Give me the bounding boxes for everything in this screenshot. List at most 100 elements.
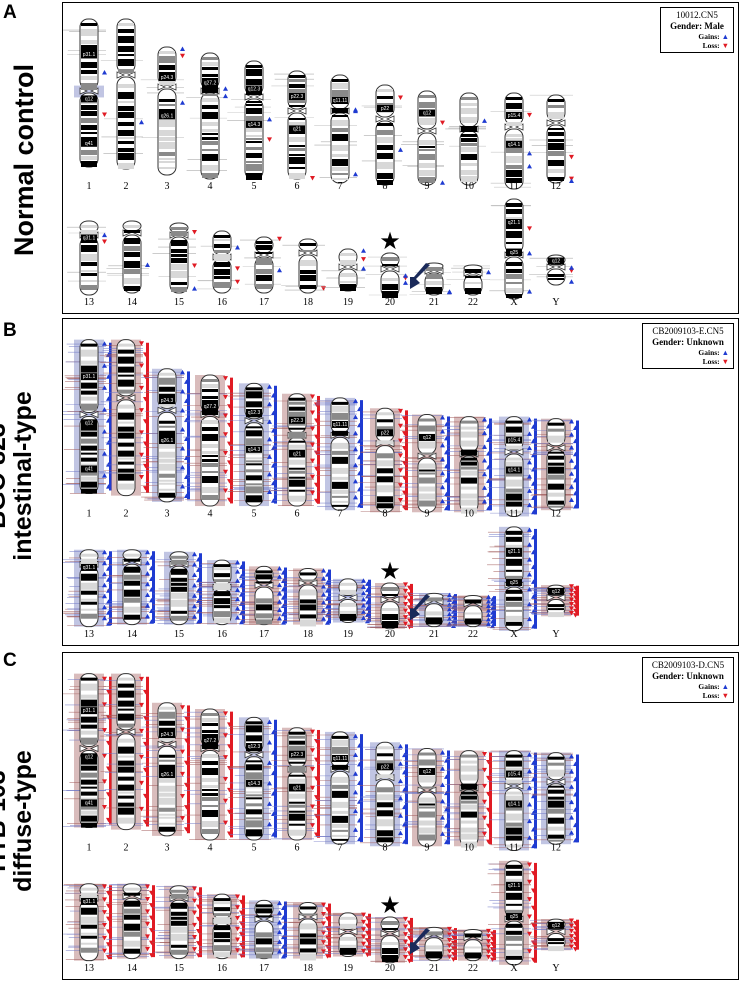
chromosome-22: 22	[446, 264, 491, 308]
legend-loss-row: Loss: ▼	[647, 691, 729, 700]
chromosome-number: 13	[84, 297, 94, 308]
chromosome-number: 14	[127, 297, 137, 308]
chromosome-7: q11.11 7	[313, 397, 363, 519]
chromosome-number: 18	[303, 963, 313, 974]
panel-b-legend: CB2009103-E.CN5 Gender: Unknown Gains: ▲…	[642, 323, 734, 369]
band-label: p22.3	[291, 94, 304, 100]
chromosome-6: p22.3 q21 6	[270, 727, 320, 853]
chromosome-16: 16	[195, 559, 245, 640]
chromosome-number: 20	[385, 629, 395, 640]
panel-b-frame: p31.1 q12 q41 1 2 p24.3 q26.1 3 q27.2 4 q12.3 q14.3…	[62, 318, 739, 646]
chromosome-11: p15.4 q14.1 11	[487, 416, 537, 519]
legend-loss-label: Loss:	[702, 357, 720, 366]
chromosome-number: 16	[217, 297, 227, 308]
panel-c-legend: CB2009103-D.CN5 Gender: Unknown Gains: ▲…	[642, 657, 734, 703]
chromosome-number: 3	[165, 508, 170, 519]
chromosome-14: 14	[105, 549, 155, 640]
chromosome-number: 6	[295, 181, 300, 192]
chromosome-21: 21	[408, 262, 452, 308]
band-label: q11.11	[333, 98, 348, 104]
chromosome-number: 17	[259, 629, 269, 640]
chromosome-number: 2	[124, 842, 129, 853]
chromosome-number: 5	[252, 842, 257, 853]
legend-file: CB2009103-E.CN5	[652, 326, 724, 336]
chromosome-1: p31.1 q12 q41 1	[63, 673, 112, 853]
chromosome-number: 14	[127, 963, 137, 974]
chromosome-12: 12	[529, 94, 574, 192]
band-label: p22	[381, 106, 390, 112]
chromosome-number: 11	[509, 842, 519, 853]
band-label: q14.1	[508, 802, 521, 808]
chromosome-14: 14	[105, 883, 155, 974]
chromosome-number: 22	[468, 963, 478, 974]
chromosome-20: 20	[363, 916, 413, 974]
chromosome-number: 14	[127, 629, 137, 640]
band-label: q21.1	[508, 220, 521, 226]
chromosome-number: 15	[174, 629, 184, 640]
band-label: q25	[510, 250, 519, 256]
legend-gains-row: Gains: ▲	[665, 32, 729, 41]
chromosome-number: 10	[464, 508, 474, 519]
band-label: q11.11	[333, 756, 348, 762]
star-marker-icon: ★	[379, 893, 401, 919]
band-label: q26.1	[161, 113, 174, 119]
chromosome-number: Y	[552, 963, 559, 974]
band-label: q12	[423, 111, 432, 117]
chromosome-number: 2	[124, 181, 129, 192]
band-label: q11.11	[333, 422, 348, 428]
chromosome-number: 4	[208, 508, 213, 519]
chromosome-Y: q12 Y	[529, 584, 579, 640]
chromosome-number: 7	[338, 508, 343, 519]
band-label: q41	[85, 466, 94, 472]
chromosome-12: 12	[529, 752, 579, 853]
band-label: q31.1	[83, 565, 96, 571]
chromosome-6: p22.3 q21 6	[270, 393, 320, 519]
chromosome-number: 8	[383, 181, 388, 192]
chromosome-number: 11	[509, 181, 519, 192]
star-marker-icon: ★	[379, 229, 401, 255]
chromosome-number: 7	[338, 842, 343, 853]
chromosome-18: 18	[281, 901, 331, 974]
gain-triangle-icon: ▲	[721, 348, 729, 357]
legend-gender: Gender: Unknown	[652, 671, 724, 681]
chromosome-7: q11.11 7	[314, 74, 358, 192]
chromosome-Y: q12 Y	[529, 918, 579, 974]
band-label: p15.4	[508, 772, 521, 778]
chromosome-10: 10	[442, 750, 492, 853]
chromosome-10: 10	[445, 92, 487, 192]
chromosome-number: 1	[87, 508, 92, 519]
chromosome-19: 19	[321, 912, 371, 974]
band-label: q41	[85, 141, 94, 147]
band-label: p15.4	[508, 113, 521, 119]
chromosome-number: 9	[425, 842, 430, 853]
panel-a-label-line1: Normal control	[9, 63, 39, 257]
band-label: q41	[85, 800, 94, 806]
chromosome-number: 6	[295, 508, 300, 519]
chromosome-number: 11	[509, 508, 519, 519]
chromosome-19: 19	[321, 248, 366, 308]
panel-c-label-line2: diffuse-type	[9, 750, 38, 892]
chromosome-11: p15.4 q14.1 11	[487, 750, 537, 853]
band-label: q12	[552, 589, 561, 595]
band-label: q12.3	[248, 410, 261, 416]
chromosome-number: 15	[174, 963, 184, 974]
chromosome-number: 12	[551, 508, 561, 519]
chromosome-4: q27.2 4	[186, 52, 228, 192]
legend-gender: Gender: Male	[670, 21, 724, 31]
arrow-marker-icon	[410, 928, 430, 955]
chromosome-number: 19	[343, 297, 353, 308]
chromosome-17: 17	[239, 236, 282, 308]
chromosome-13: q31.1 13	[63, 549, 112, 640]
legend-gains-label: Gains:	[698, 348, 720, 357]
band-label: q25	[510, 914, 519, 920]
chromosome-4: q27.2 4	[183, 708, 233, 853]
loss-triangle-icon: ▼	[721, 691, 729, 700]
chromosome-number: 19	[343, 629, 353, 640]
chromosome-number: 10	[464, 842, 474, 853]
chromosome-8: p22 8	[358, 407, 408, 519]
legend-file: 10012.CN5	[676, 10, 718, 20]
chromosome-number: 1	[87, 842, 92, 853]
chromosome-15: 15	[152, 885, 202, 974]
chromosome-number: 3	[165, 181, 170, 192]
chromosome-number: X	[510, 297, 518, 308]
